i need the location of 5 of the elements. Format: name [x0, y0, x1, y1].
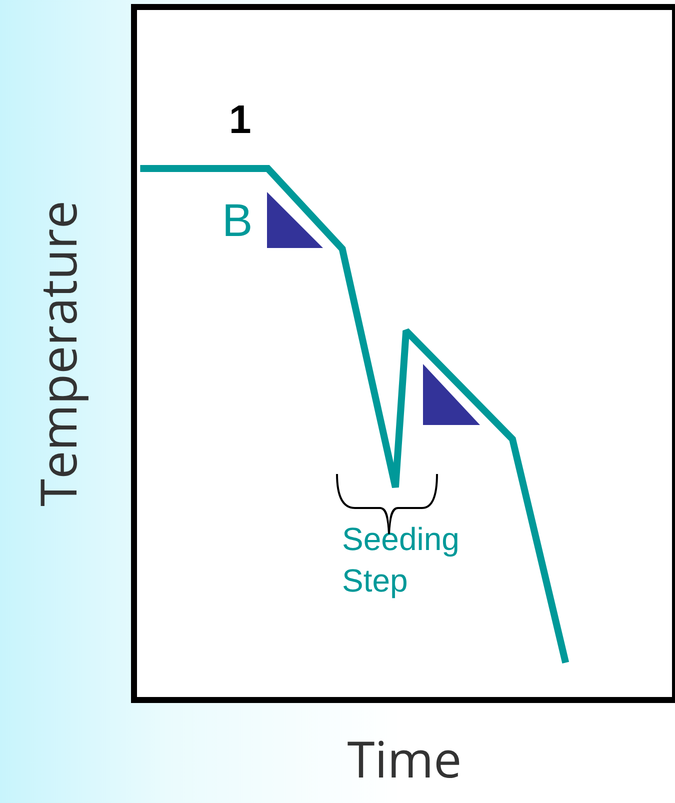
y-axis-title: Temperature	[24, 200, 92, 506]
text: 1	[229, 98, 252, 142]
annotation: B	[222, 194, 253, 246]
annotation: Seeding Step	[342, 521, 460, 599]
x-axis-title: Time	[347, 724, 462, 792]
